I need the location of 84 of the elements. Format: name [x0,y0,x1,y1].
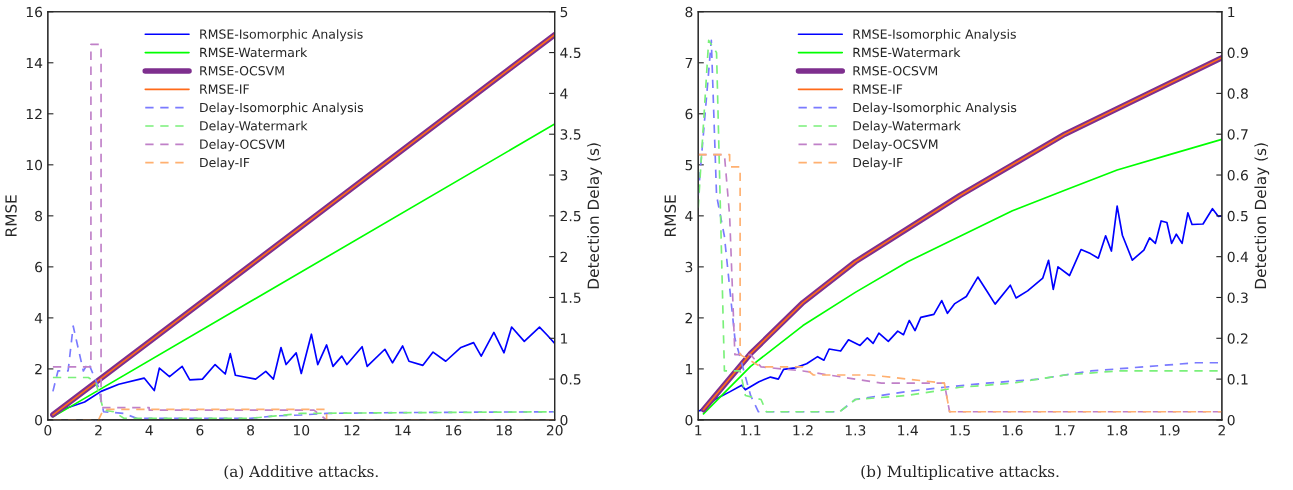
y2-tick-label: 0.8 [1227,88,1248,99]
y2-tick-label: 0 [560,414,568,426]
x-tick-label: 14 [395,425,411,436]
legend-label: Delay-IF [853,157,903,170]
y-tick-label: 0 [35,414,43,426]
legend-label: Delay-Isomorphic Analysis [853,102,1017,115]
y-tick-label: 4 [685,211,693,222]
legend-label: Delay-OCSVM [853,139,938,152]
legend-label: RMSE-OCSVM [853,66,938,76]
y-tick-label: 4 [34,313,43,324]
y-tick-label: 8 [685,6,693,18]
x-tick-label: 1.3 [845,425,866,436]
x-tick-label: 1.4 [898,425,918,436]
legend-label: RMSE-OCSVM [200,66,284,76]
y2-axis-title: Detection Delay (s) [1254,143,1270,289]
x-tick-label: 18 [496,425,512,436]
x-tick-label: 1.1 [741,425,761,436]
y2-tick-label: 4.5 [560,47,581,59]
y2-tick-label: 3.5 [560,129,581,140]
legend-label: RMSE-IF [200,84,249,94]
x-tick-label: 1.9 [1160,425,1180,436]
y2-tick-label: 0.1 [1227,374,1248,385]
y2-tick-label: 4 [560,88,568,99]
y2-tick-label: 0.4 [1227,251,1249,263]
x-tick-label: 1 [695,425,702,436]
y2-tick-label: 0.3 [1227,292,1248,303]
legend-label: Delay-Watermark [200,120,308,133]
x-tick-label: 2 [1218,425,1225,436]
y2-tick-label: 0 [1227,414,1235,426]
legend-label: RMSE-IF [853,84,903,94]
y2-tick-label: 2.5 [560,210,581,222]
y-tick-label: 6 [35,261,43,273]
legend-label: Delay-IF [200,157,250,170]
y2-tick-label: 0.9 [1227,47,1248,59]
y2-tick-label: 0.2 [1227,333,1248,344]
x-tick-label: 4 [145,425,153,436]
y-tick-label: 6 [685,108,693,120]
legend-label: RMSE-Isomorphic Analysis [853,29,1016,42]
x-tick-label: 20 [546,425,563,436]
y2-tick-label: 1 [1228,6,1235,18]
x-tick-label: 6 [196,425,204,436]
x-tick-label: 1.7 [1055,425,1075,436]
y2-tick-label: 1 [561,333,568,344]
y-tick-label: 14 [26,57,43,69]
x-tick-label: 0 [44,425,52,436]
y-axis-title: RMSE [5,195,17,236]
legend-label: RMSE-Isomorphic Analysis [200,29,363,42]
x-tick-label: 1.2 [793,425,813,436]
y-tick-label: 16 [26,6,43,18]
legend-label: Delay-OCSVM [200,139,285,152]
y-tick-label: 2 [685,312,692,324]
legend-label: Delay-Isomorphic Analysis [200,102,364,115]
legend-label: RMSE-Watermark [853,47,961,58]
y2-tick-label: 2 [560,251,567,262]
x-tick-label: 8 [247,425,255,436]
y2-tick-label: 0.6 [1227,170,1248,181]
y-tick-label: 10 [26,159,43,171]
x-tick-label: 1.5 [950,425,970,436]
x-tick-label: 1.8 [1107,425,1128,436]
y2-tick-label: 3 [560,170,568,181]
y-tick-label: 3 [685,261,693,273]
text: (a) Additive attacks. [224,465,378,480]
y-tick-label: 12 [26,108,42,120]
y-tick-label: 8 [35,210,43,222]
x-tick-label: 1.6 [1002,425,1023,436]
y2-tick-label: 1.5 [561,292,581,303]
y-tick-label: 1 [686,364,693,375]
legend-label: Delay-Watermark [853,120,961,133]
x-tick-label: 10 [293,425,310,436]
text: (b) Multiplicative attacks. [861,465,1059,481]
y-tick-label: 2 [35,363,42,375]
y-tick-label: 7 [685,57,693,69]
x-tick-label: 16 [446,425,462,436]
y2-tick-label: 5 [560,6,568,18]
y2-tick-label: 0.5 [560,374,581,385]
x-tick-label: 12 [344,425,360,436]
y2-axis-title: Detection Delay (s) [587,143,602,289]
x-tick-label: 2 [95,425,102,436]
y-tick-label: 5 [685,159,693,171]
legend-label: RMSE-Watermark [200,47,308,58]
y2-tick-label: 0.7 [1227,129,1248,140]
y-tick-label: 0 [685,414,693,426]
y-axis-title: RMSE [664,195,677,236]
y2-tick-label: 0.5 [1227,210,1248,222]
